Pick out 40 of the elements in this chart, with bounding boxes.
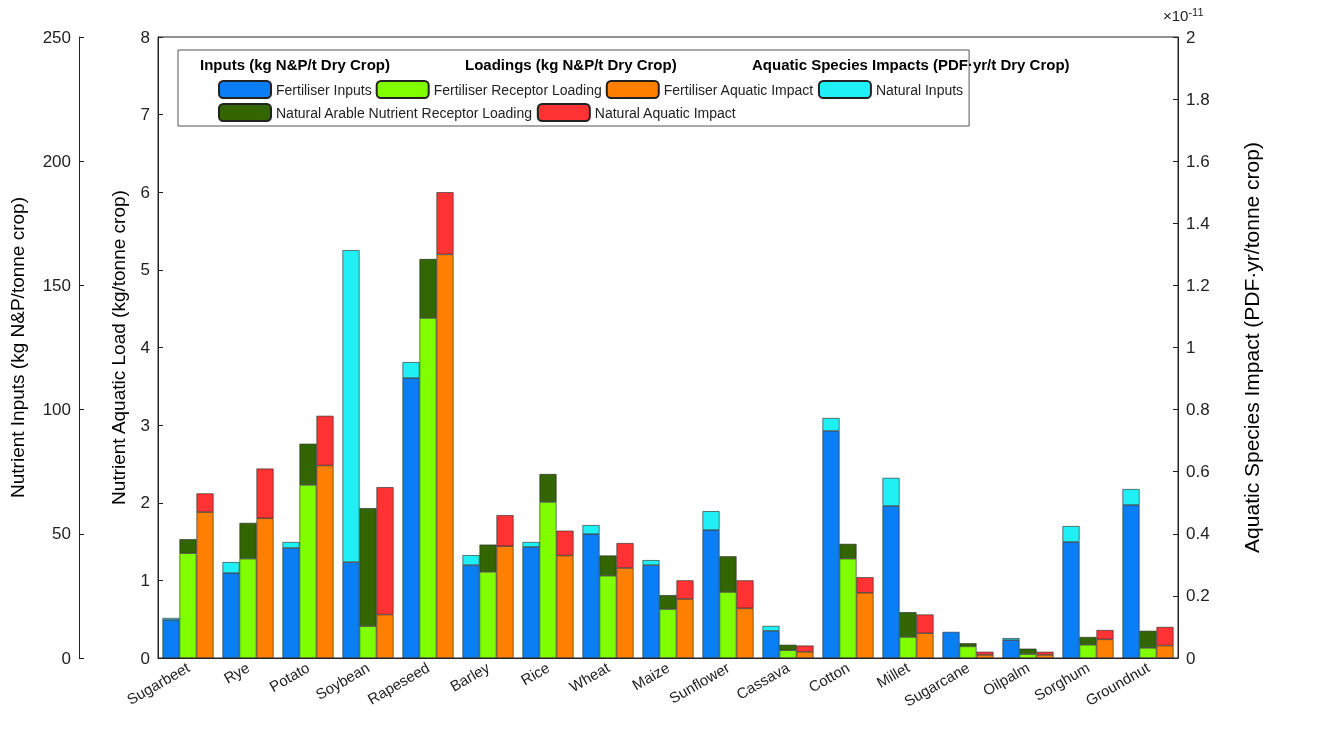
y2-tick-label: 0.4 [1186,524,1210,544]
y-tick-label: 150 [42,275,71,295]
y2-tick-label: 1 [1186,338,1196,357]
y2-tick-label: 1.2 [1186,275,1210,295]
legend-label: Natural Aquatic Impact [594,104,736,121]
legend-label: Fertiliser Inputs [276,81,372,98]
y3-tick-label: 4 [140,338,150,357]
y-axis-title: Nutrient Inputs (kg N&P/tonne crop) [7,197,28,498]
y3-tick-label: 5 [140,260,150,280]
y2-tick-label: 0 [1186,648,1196,668]
y2-tick-label: 0.2 [1186,586,1210,606]
y2-tick-label: 0.6 [1186,462,1210,482]
y3-tick-label: 0 [140,648,150,668]
legend-label: Fertiliser Aquatic Impact [663,81,814,98]
y-tick-label: 250 [42,27,71,47]
y2-tick-label: 1.6 [1186,151,1210,171]
y3-tick-label: 7 [140,105,150,125]
annotation: Aquatic Species Impacts (PDF·yr/t Dry Crop) [752,56,1070,73]
legend-label: Fertiliser Receptor Loading [433,81,602,98]
y3-axis-title: Nutrient Aquatic Load (kg/tonne crop) [108,190,129,505]
y-tick-label: 50 [52,524,71,544]
x-tick-label: Rice [517,658,553,689]
y-tick-label: 100 [42,400,71,420]
legend-label: Natural Inputs [875,81,964,98]
y3-tick-label: 6 [140,182,150,202]
annotation: Loadings (kg N&P/t Dry Crop) [465,56,677,73]
y2-tick-label: 0.8 [1186,400,1210,420]
y3-tick-label: 3 [140,415,150,435]
y2-tick-label: 2 [1186,27,1196,47]
y3-tick-label: 1 [140,570,150,590]
y-tick-label: 200 [42,151,71,171]
y2-tick-label: 1.4 [1186,213,1210,233]
y3-tick-label: 2 [140,493,150,513]
y-tick-label: 0 [61,648,71,668]
y2-axis-title: Aquatic Species Impact (PDF·yr/tonne crop) [1239,142,1263,553]
annotation: Inputs (kg N&P/t Dry Crop) [200,56,390,73]
y3-tick-label: 8 [140,27,150,47]
x-tick-label: Rye [220,658,253,687]
legend-label: Natural Arable Nutrient Receptor Loading [276,104,533,121]
y2-tick-label: 1.8 [1186,89,1210,109]
